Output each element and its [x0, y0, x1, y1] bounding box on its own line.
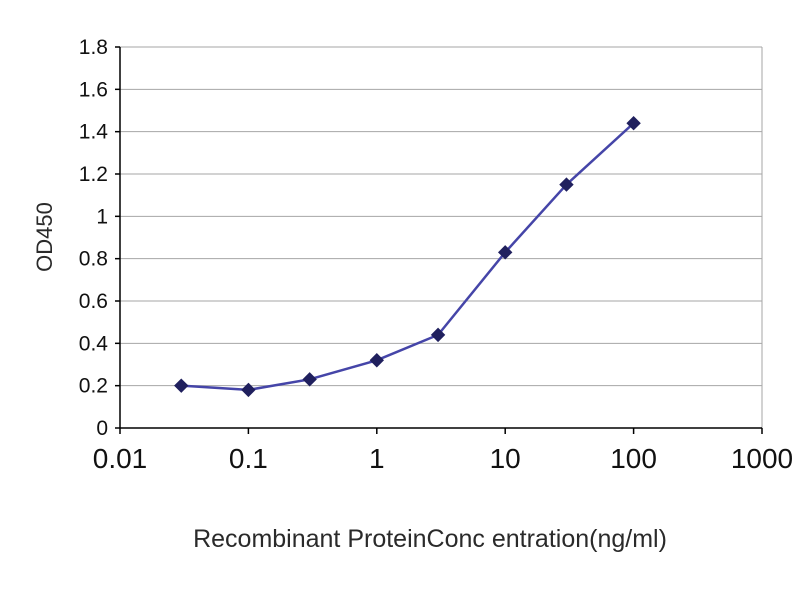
x-tick-label: 1	[369, 443, 385, 474]
y-tick-label: 0	[96, 417, 108, 440]
y-tick-label: 1.8	[79, 36, 108, 59]
x-tick-label: 0.1	[229, 443, 268, 474]
data-point-marker	[497, 245, 513, 260]
x-tick-label: 10	[490, 443, 521, 474]
axes	[115, 46, 763, 434]
y-tick-label: 1.6	[79, 78, 108, 101]
x-tick-label: 1000	[731, 443, 793, 474]
y-tick-label: 0.8	[79, 248, 108, 271]
data-series	[174, 115, 641, 398]
y-tick-label: 0.2	[79, 375, 108, 398]
y-tick-label: 1.4	[79, 121, 109, 144]
x-axis-title: Recombinant ProteinConc entration(ng/ml)	[193, 525, 667, 553]
y-tick-label: 0.6	[79, 290, 108, 313]
tick-labels: 0.01 0.1 1 10 100 1000 0 0.2 0.4 0.6 0.8 1 1.2 1.4 1.6…	[79, 36, 793, 474]
y-tick-label: 1.2	[79, 163, 108, 186]
x-tick-label: 100	[610, 443, 657, 474]
data-point-marker	[302, 372, 317, 387]
data-point-marker	[559, 177, 574, 192]
x-tick-label: 0.01	[93, 443, 148, 474]
y-tick-label: 1	[96, 205, 108, 228]
gridlines	[120, 46, 763, 428]
data-point-marker	[241, 382, 256, 398]
series-line	[180, 121, 635, 392]
data-point-marker	[430, 327, 446, 343]
data-point-marker	[174, 378, 189, 393]
data-point-marker	[626, 115, 641, 131]
y-tick-label: 0.4	[79, 332, 109, 355]
data-point-marker	[369, 353, 385, 368]
y-axis-title: OD450	[32, 202, 57, 272]
